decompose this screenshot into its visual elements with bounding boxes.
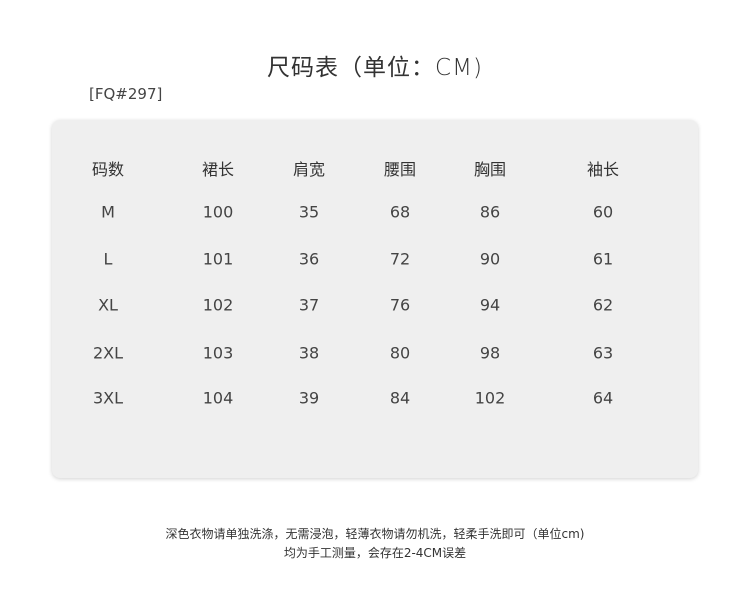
table-cell: 60: [592, 202, 614, 222]
table-cell: 98: [479, 343, 501, 363]
column-header: 肩宽: [292, 160, 326, 179]
table-cell: 80: [389, 343, 411, 363]
size-label: L: [103, 249, 113, 269]
table-cell: 39: [298, 388, 320, 408]
table-cell: 84: [389, 388, 411, 408]
measurement-note: 均为手工测量，会存在2-4CM误差: [283, 546, 467, 560]
care-note: 深色衣物请单独洗涤，无需浸泡，轻薄衣物请勿机洗，轻柔手洗即可（单位cm): [165, 527, 585, 541]
column-header: 腰围: [383, 160, 417, 179]
table-cell: 68: [389, 202, 411, 222]
table-cell: 104: [202, 388, 234, 408]
size-label: 2XL: [92, 343, 124, 363]
table-cell: 62: [592, 295, 614, 315]
size-table: 码数 裙长 肩宽 腰围 胸围 袖长 M 100 35 68 86 60 L 101 36 72 90 61 XL 10…: [52, 120, 698, 478]
table-cell: 103: [202, 343, 234, 363]
table-cell: 90: [479, 249, 501, 269]
size-label: XL: [98, 295, 118, 315]
page-title: 尺码表（单位：CM): [267, 55, 483, 81]
size-label: M: [101, 202, 115, 222]
column-header: 裙长: [201, 160, 235, 179]
table-cell: 35: [298, 202, 320, 222]
table-cell: 64: [592, 388, 614, 408]
table-cell: 76: [389, 295, 411, 315]
table-cell: 38: [298, 343, 320, 363]
table-cell: 102: [202, 295, 234, 315]
product-code: [FQ#297]: [89, 85, 163, 103]
table-cell: 37: [298, 295, 320, 315]
column-header: 胸围: [473, 160, 507, 179]
table-cell: 61: [592, 249, 614, 269]
table-cell: 102: [474, 388, 506, 408]
table-cell: 86: [479, 202, 501, 222]
column-header: 袖长: [586, 160, 620, 179]
size-label: 3XL: [92, 388, 124, 408]
table-cell: 72: [389, 249, 411, 269]
table-cell: 63: [592, 343, 614, 363]
column-header: 码数: [91, 160, 125, 179]
table-cell: 36: [298, 249, 320, 269]
table-cell: 94: [479, 295, 501, 315]
table-cell: 101: [202, 249, 234, 269]
table-cell: 100: [202, 202, 234, 222]
